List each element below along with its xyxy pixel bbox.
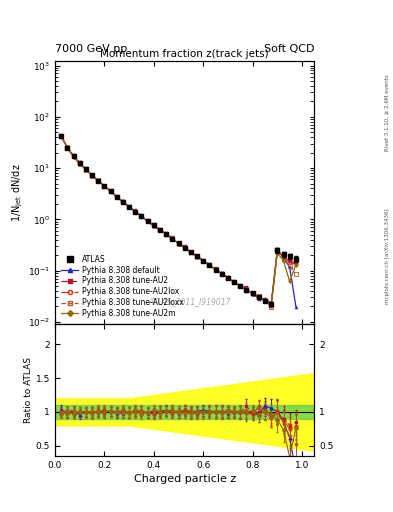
X-axis label: Charged particle z: Charged particle z xyxy=(134,474,236,484)
Text: Rivet 3.1.10, ≥ 2.6M events: Rivet 3.1.10, ≥ 2.6M events xyxy=(385,74,389,151)
Text: 7000 GeV pp: 7000 GeV pp xyxy=(55,44,127,54)
Text: Soft QCD: Soft QCD xyxy=(264,44,314,54)
Title: Momentum fraction z(track jets): Momentum fraction z(track jets) xyxy=(100,49,269,59)
Text: mcplots.cern.ch [arXiv:1306.3436]: mcplots.cern.ch [arXiv:1306.3436] xyxy=(385,208,389,304)
Y-axis label: 1/N$_\mathrm{jet}$ dN/dz: 1/N$_\mathrm{jet}$ dN/dz xyxy=(11,163,25,222)
Legend: ATLAS, Pythia 8.308 default, Pythia 8.308 tune-AU2, Pythia 8.308 tune-AU2lox, Py: ATLAS, Pythia 8.308 default, Pythia 8.30… xyxy=(59,252,186,321)
Text: ATLAS_2011_I919017: ATLAS_2011_I919017 xyxy=(149,297,231,306)
Y-axis label: Ratio to ATLAS: Ratio to ATLAS xyxy=(24,357,33,423)
